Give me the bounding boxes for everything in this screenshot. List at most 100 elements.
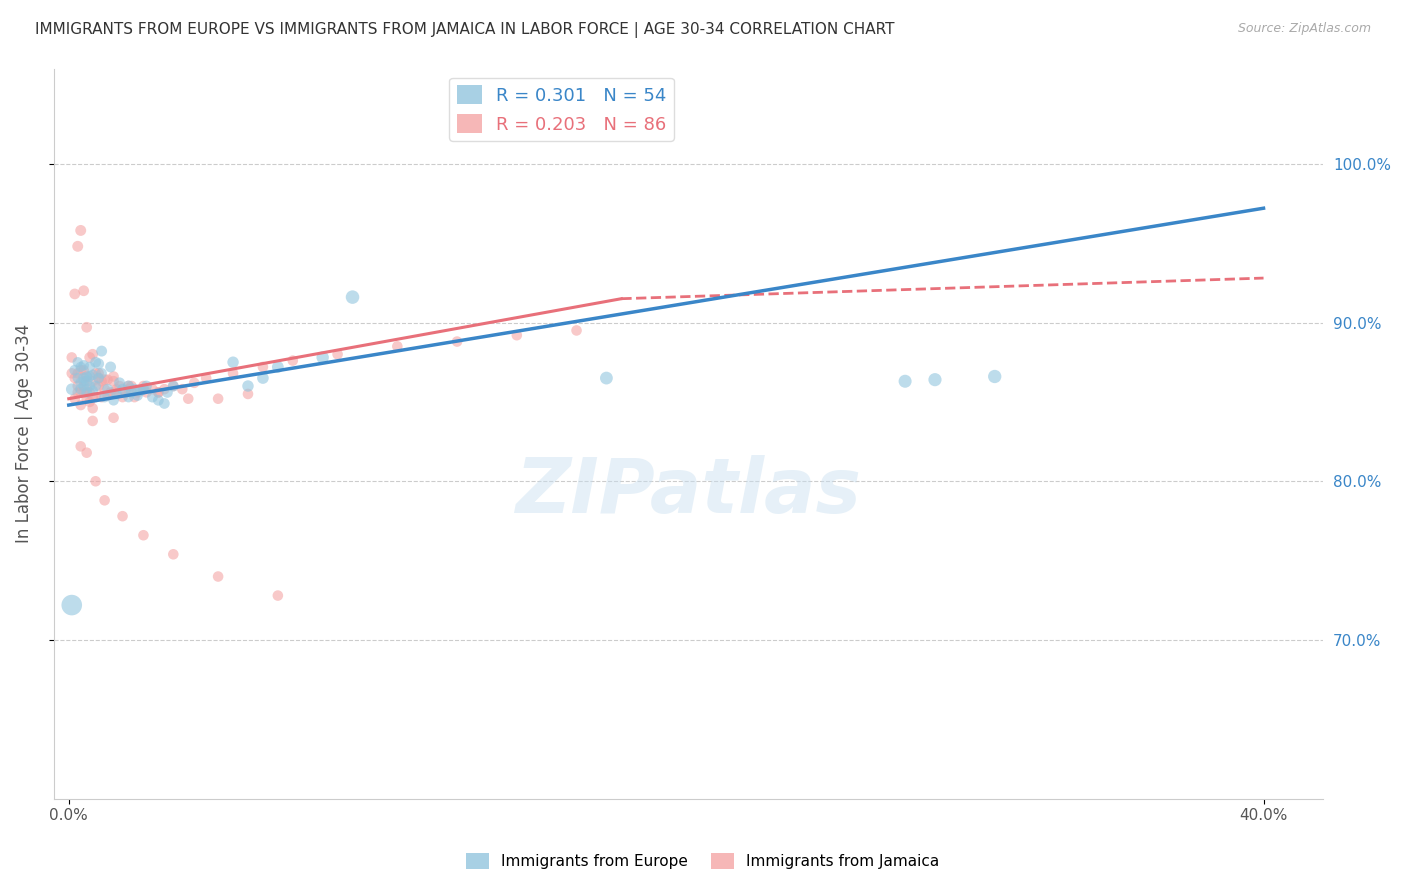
Point — [236, 387, 259, 401]
Point — [207, 569, 229, 583]
Point — [87, 371, 110, 385]
Point — [983, 369, 1005, 384]
Point — [326, 347, 349, 361]
Point — [127, 385, 149, 400]
Point — [84, 379, 107, 393]
Point — [73, 379, 96, 393]
Point — [76, 369, 98, 384]
Point — [60, 382, 83, 396]
Point — [66, 379, 89, 393]
Point — [76, 320, 98, 334]
Point — [84, 475, 107, 489]
Point — [63, 363, 86, 377]
Point — [84, 367, 107, 381]
Point — [87, 371, 110, 385]
Point — [66, 355, 89, 369]
Point — [153, 396, 176, 410]
Point — [82, 401, 104, 416]
Point — [100, 359, 122, 374]
Point — [195, 371, 218, 385]
Point — [103, 393, 125, 408]
Point — [93, 373, 115, 387]
Point — [121, 385, 143, 400]
Point — [117, 379, 139, 393]
Point — [82, 390, 104, 404]
Point — [79, 385, 101, 400]
Point — [105, 387, 128, 401]
Point — [129, 384, 152, 398]
Point — [73, 363, 96, 377]
Point — [267, 359, 290, 374]
Point — [111, 509, 134, 524]
Point — [132, 382, 155, 396]
Point — [69, 439, 91, 453]
Point — [252, 359, 274, 374]
Point — [183, 376, 205, 390]
Point — [73, 284, 96, 298]
Point — [82, 347, 104, 361]
Point — [172, 382, 194, 396]
Point — [124, 390, 146, 404]
Point — [446, 334, 468, 349]
Text: IMMIGRANTS FROM EUROPE VS IMMIGRANTS FROM JAMAICA IN LABOR FORCE | AGE 30-34 COR: IMMIGRANTS FROM EUROPE VS IMMIGRANTS FRO… — [35, 22, 894, 38]
Point — [93, 382, 115, 396]
Point — [97, 373, 120, 387]
Point — [90, 390, 112, 404]
Point — [111, 382, 134, 396]
Point — [117, 379, 139, 393]
Point — [63, 287, 86, 301]
Text: ZIPatlas: ZIPatlas — [516, 455, 862, 529]
Point — [222, 367, 245, 381]
Point — [111, 390, 134, 404]
Point — [103, 385, 125, 400]
Point — [82, 368, 104, 382]
Point — [148, 393, 170, 408]
Point — [66, 239, 89, 253]
Point — [97, 388, 120, 402]
Point — [76, 445, 98, 459]
Point — [124, 382, 146, 396]
Point — [103, 410, 125, 425]
Point — [79, 351, 101, 365]
Point — [60, 351, 83, 365]
Point — [79, 379, 101, 393]
Point — [66, 367, 89, 381]
Point — [132, 379, 155, 393]
Point — [66, 385, 89, 400]
Point — [60, 598, 83, 612]
Point — [93, 390, 115, 404]
Point — [162, 379, 184, 393]
Point — [69, 382, 91, 396]
Point — [90, 367, 112, 381]
Point — [87, 379, 110, 393]
Point — [76, 369, 98, 384]
Point — [90, 374, 112, 388]
Point — [105, 382, 128, 396]
Point — [252, 371, 274, 385]
Point — [103, 369, 125, 384]
Point — [162, 379, 184, 393]
Point — [135, 379, 157, 393]
Point — [69, 376, 91, 390]
Text: Source: ZipAtlas.com: Source: ZipAtlas.com — [1237, 22, 1371, 36]
Point — [82, 374, 104, 388]
Point — [207, 392, 229, 406]
Point — [135, 385, 157, 400]
Point — [114, 385, 136, 400]
Point — [76, 385, 98, 400]
Point — [162, 547, 184, 561]
Point — [153, 382, 176, 396]
Point — [76, 382, 98, 396]
Point — [87, 367, 110, 381]
Point — [66, 371, 89, 385]
Point — [506, 328, 529, 343]
Point — [342, 290, 364, 304]
Point — [73, 359, 96, 373]
Point — [141, 382, 163, 396]
Point — [73, 371, 96, 385]
Point — [177, 392, 200, 406]
Point — [63, 392, 86, 406]
Point — [141, 390, 163, 404]
Legend: R = 0.301   N = 54, R = 0.203   N = 86: R = 0.301 N = 54, R = 0.203 N = 86 — [450, 78, 673, 141]
Point — [84, 390, 107, 404]
